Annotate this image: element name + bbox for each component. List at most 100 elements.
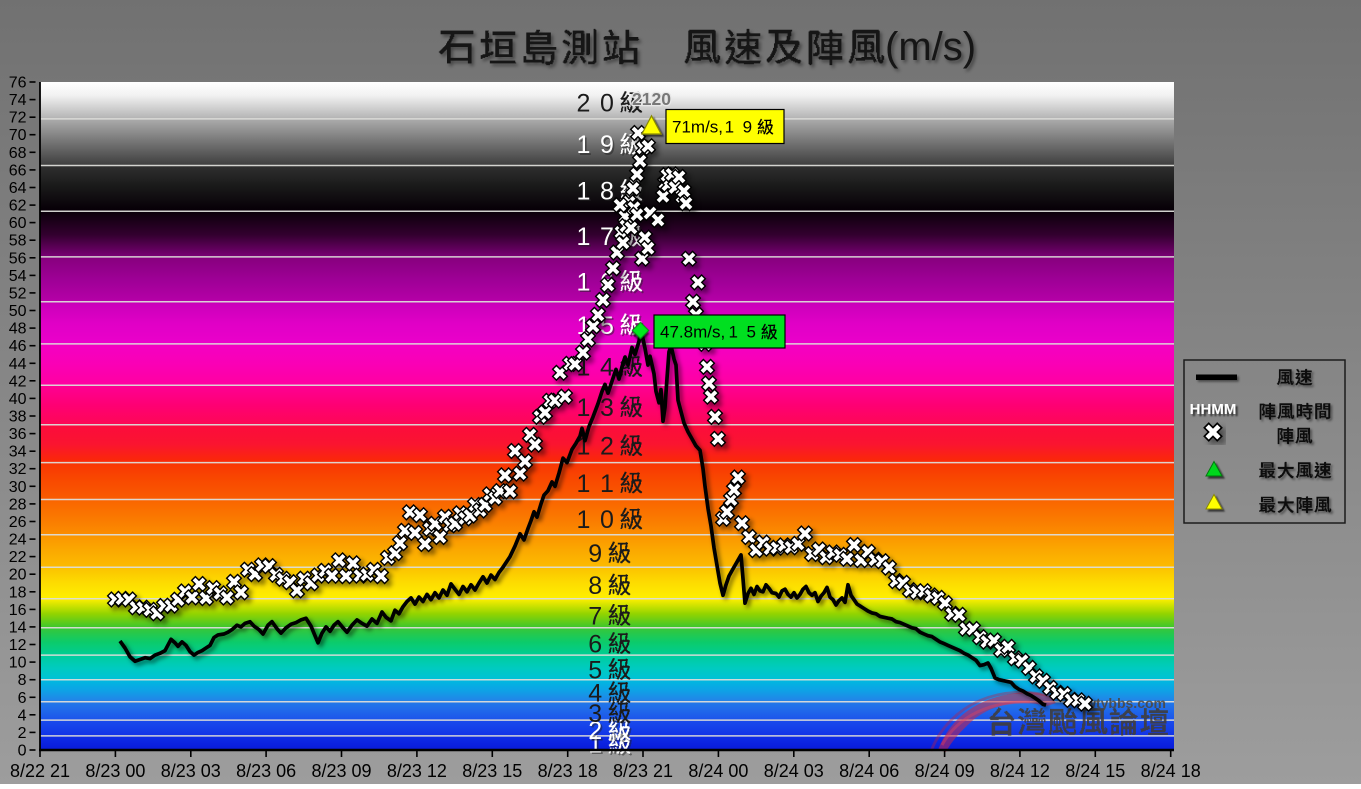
svg-text:76: 76: [9, 75, 27, 92]
svg-text:2: 2: [588, 717, 602, 745]
svg-text:9: 9: [602, 133, 616, 161]
svg-text:8/24 03: 8/24 03: [764, 761, 824, 781]
svg-text:54: 54: [9, 268, 27, 285]
svg-text:50: 50: [9, 303, 27, 320]
svg-text:1: 1: [578, 270, 592, 298]
svg-text:4: 4: [600, 354, 614, 382]
svg-text:1: 1: [577, 312, 591, 340]
svg-text:30: 30: [9, 479, 27, 496]
svg-text:8/23 03: 8/23 03: [161, 761, 221, 781]
svg-text:twtybbs.com: twtybbs.com: [1080, 695, 1166, 711]
svg-text:8/23 09: 8/23 09: [311, 761, 371, 781]
svg-text:2: 2: [590, 719, 604, 747]
svg-text:14: 14: [9, 619, 27, 636]
svg-text:8/24 15: 8/24 15: [1065, 761, 1125, 781]
svg-text:5: 5: [602, 313, 616, 341]
svg-text:8/22 21: 8/22 21: [10, 761, 70, 781]
svg-text:HHMM: HHMM: [1190, 401, 1237, 418]
svg-text:58: 58: [9, 233, 27, 250]
svg-text:8/23 18: 8/23 18: [538, 761, 598, 781]
svg-text:6: 6: [588, 631, 602, 659]
svg-text:4: 4: [588, 680, 602, 708]
svg-text:8: 8: [602, 179, 616, 207]
svg-text:5: 5: [746, 323, 755, 342]
svg-text:6: 6: [18, 690, 27, 707]
svg-text:9: 9: [600, 131, 614, 159]
svg-text:70: 70: [9, 127, 27, 144]
svg-text:8/24 12: 8/24 12: [990, 761, 1050, 781]
svg-text:34: 34: [9, 444, 27, 461]
svg-text:1: 1: [725, 118, 734, 137]
svg-text:1: 1: [578, 133, 592, 161]
svg-text:16: 16: [9, 602, 27, 619]
svg-text:8/23 15: 8/23 15: [462, 761, 522, 781]
svg-text:8/23 00: 8/23 00: [85, 761, 145, 781]
svg-text:56: 56: [9, 250, 27, 267]
svg-text:8/23 21: 8/23 21: [613, 761, 673, 781]
svg-text:1: 1: [728, 323, 737, 342]
svg-text:1: 1: [577, 223, 591, 251]
svg-text:62: 62: [9, 198, 27, 215]
svg-text:20: 20: [9, 567, 27, 584]
svg-text:40: 40: [9, 391, 27, 408]
svg-text:4: 4: [18, 707, 27, 724]
svg-text:12: 12: [9, 637, 27, 654]
svg-text:1: 1: [577, 506, 591, 534]
svg-text:1: 1: [577, 131, 591, 159]
svg-text:1: 1: [577, 268, 591, 296]
svg-text:72: 72: [9, 110, 27, 127]
svg-text:44: 44: [9, 356, 27, 373]
svg-text:0: 0: [18, 743, 27, 760]
svg-text:1: 1: [590, 732, 604, 760]
svg-text:8/24 18: 8/24 18: [1141, 761, 1201, 781]
svg-text:2120: 2120: [632, 89, 671, 109]
svg-text:1: 1: [588, 731, 602, 759]
svg-text:71m/s,: 71m/s,: [672, 118, 723, 137]
svg-text:8: 8: [588, 572, 602, 600]
svg-text:8: 8: [600, 177, 614, 205]
svg-text:74: 74: [9, 92, 27, 109]
svg-text:1: 1: [578, 179, 592, 207]
svg-text:48: 48: [9, 321, 27, 338]
svg-text:8/24 09: 8/24 09: [915, 761, 975, 781]
svg-text:38: 38: [9, 409, 27, 426]
svg-text:66: 66: [9, 162, 27, 179]
svg-text:46: 46: [9, 338, 27, 355]
svg-text:64: 64: [9, 180, 27, 197]
svg-text:9: 9: [588, 540, 602, 568]
svg-text:26: 26: [9, 514, 27, 531]
svg-text:68: 68: [9, 145, 27, 162]
svg-text:22: 22: [9, 549, 27, 566]
svg-text:8/24 06: 8/24 06: [839, 761, 899, 781]
svg-text:36: 36: [9, 426, 27, 443]
svg-text:1: 1: [577, 177, 591, 205]
svg-text:5: 5: [588, 656, 602, 684]
svg-text:60: 60: [9, 215, 27, 232]
svg-text:0: 0: [600, 506, 614, 534]
svg-text:1: 1: [577, 470, 591, 498]
svg-text:52: 52: [9, 285, 27, 302]
svg-text:32: 32: [9, 461, 27, 478]
svg-text:2: 2: [600, 433, 614, 461]
svg-text:8/23 06: 8/23 06: [236, 761, 296, 781]
svg-text:1: 1: [577, 394, 591, 422]
svg-text:28: 28: [9, 496, 27, 513]
svg-text:10: 10: [9, 655, 27, 672]
svg-text:8/24 00: 8/24 00: [688, 761, 748, 781]
svg-text:1: 1: [578, 225, 592, 253]
svg-text:8/23 12: 8/23 12: [387, 761, 447, 781]
svg-text:42: 42: [9, 373, 27, 390]
svg-text:9: 9: [743, 118, 752, 137]
svg-text:0: 0: [600, 90, 614, 118]
svg-text:3: 3: [588, 700, 602, 728]
svg-text:2: 2: [577, 90, 591, 118]
svg-text:7: 7: [588, 602, 602, 630]
svg-text:47.8m/s,: 47.8m/s,: [660, 323, 725, 342]
svg-text:24: 24: [9, 532, 27, 549]
svg-text:18: 18: [9, 584, 27, 601]
svg-text:1: 1: [600, 470, 614, 498]
svg-text:(m/s): (m/s): [885, 25, 976, 69]
svg-text:2: 2: [18, 725, 27, 742]
svg-text:7: 7: [600, 223, 614, 251]
svg-text:3: 3: [600, 394, 614, 422]
